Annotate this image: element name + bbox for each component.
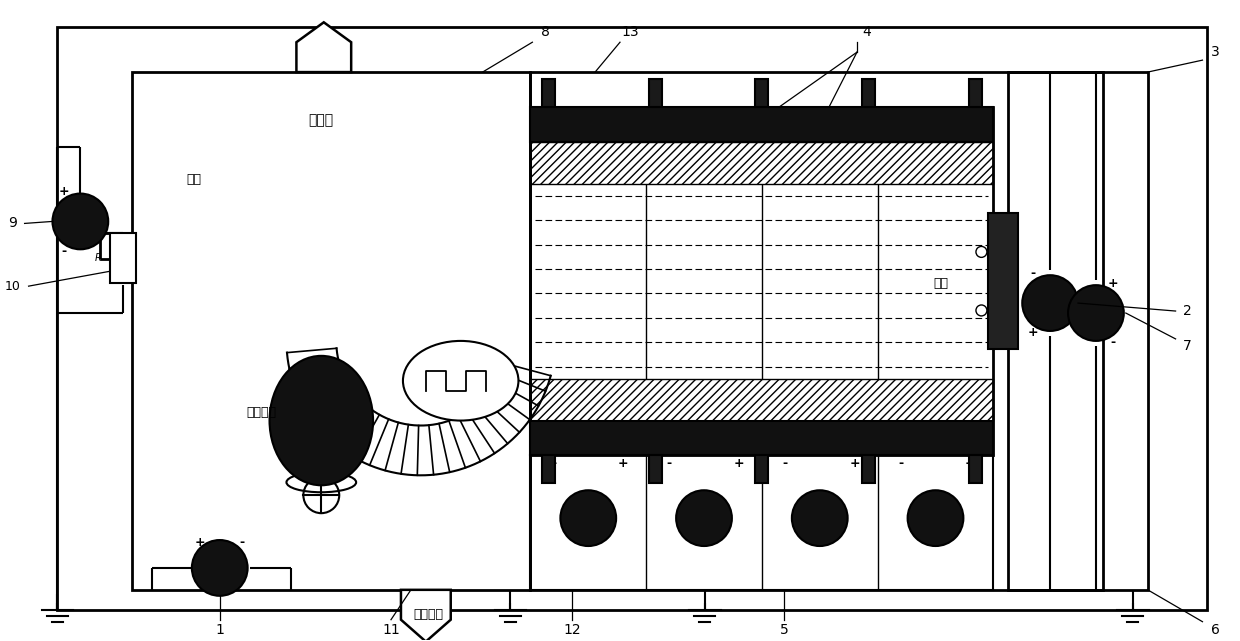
Text: -: - bbox=[239, 535, 244, 549]
Circle shape bbox=[1022, 275, 1078, 331]
Text: +: + bbox=[195, 535, 205, 549]
Text: 反应气体: 反应气体 bbox=[414, 608, 444, 621]
Text: -: - bbox=[782, 457, 787, 470]
Text: 水冷: 水冷 bbox=[934, 277, 949, 290]
Text: R: R bbox=[95, 253, 102, 263]
Text: +: + bbox=[1107, 277, 1118, 290]
Text: -: - bbox=[1030, 267, 1035, 279]
Text: 13: 13 bbox=[621, 25, 639, 39]
Bar bbox=[649, 79, 662, 107]
Bar bbox=[133, 72, 531, 590]
Text: -: - bbox=[1110, 337, 1116, 349]
Ellipse shape bbox=[403, 341, 518, 420]
Text: -: - bbox=[667, 457, 672, 470]
Text: +: + bbox=[733, 457, 744, 470]
Text: -: - bbox=[62, 245, 67, 258]
Text: 6: 6 bbox=[1211, 622, 1220, 637]
Text: +: + bbox=[60, 185, 69, 198]
Text: 9: 9 bbox=[9, 217, 17, 230]
Text: 抽真空: 抽真空 bbox=[309, 113, 334, 127]
Circle shape bbox=[560, 490, 616, 546]
Text: 5: 5 bbox=[780, 622, 789, 637]
Bar bbox=[755, 455, 769, 483]
Bar bbox=[988, 213, 1018, 349]
Text: 10: 10 bbox=[5, 279, 21, 293]
Circle shape bbox=[676, 490, 732, 546]
Text: 7: 7 bbox=[1183, 339, 1192, 353]
Bar bbox=[649, 455, 662, 483]
Bar bbox=[542, 455, 554, 483]
Bar bbox=[862, 79, 875, 107]
Text: 2: 2 bbox=[1183, 304, 1192, 318]
Bar bbox=[862, 455, 875, 483]
Circle shape bbox=[908, 490, 963, 546]
Text: +: + bbox=[965, 457, 976, 470]
Bar bbox=[531, 379, 993, 420]
Bar bbox=[531, 107, 993, 142]
Circle shape bbox=[1068, 285, 1123, 341]
Text: 基体工件: 基体工件 bbox=[247, 406, 277, 419]
Text: -: - bbox=[898, 457, 904, 470]
Bar bbox=[531, 107, 993, 455]
Text: 12: 12 bbox=[563, 622, 582, 637]
Bar bbox=[968, 455, 982, 483]
Bar bbox=[1008, 72, 1148, 590]
Bar bbox=[968, 79, 982, 107]
Bar bbox=[542, 79, 554, 107]
Polygon shape bbox=[296, 22, 351, 72]
Circle shape bbox=[792, 490, 848, 546]
Text: +: + bbox=[1028, 326, 1039, 340]
Text: +: + bbox=[849, 457, 859, 470]
Circle shape bbox=[52, 194, 108, 249]
Bar bbox=[531, 420, 993, 455]
Bar bbox=[531, 72, 1102, 590]
Circle shape bbox=[192, 540, 248, 595]
Bar bbox=[531, 142, 993, 183]
Bar bbox=[755, 79, 769, 107]
Text: 水冷: 水冷 bbox=[186, 173, 201, 186]
Text: 11: 11 bbox=[382, 622, 399, 637]
Ellipse shape bbox=[269, 356, 373, 485]
Bar bbox=[110, 233, 136, 283]
Bar bbox=[531, 455, 993, 590]
Text: 3: 3 bbox=[1211, 45, 1220, 59]
Text: +: + bbox=[618, 457, 629, 470]
Text: 4: 4 bbox=[863, 25, 872, 39]
Polygon shape bbox=[401, 590, 450, 641]
Text: 1: 1 bbox=[216, 622, 224, 637]
Text: -: - bbox=[551, 457, 556, 470]
Text: 8: 8 bbox=[541, 25, 549, 39]
